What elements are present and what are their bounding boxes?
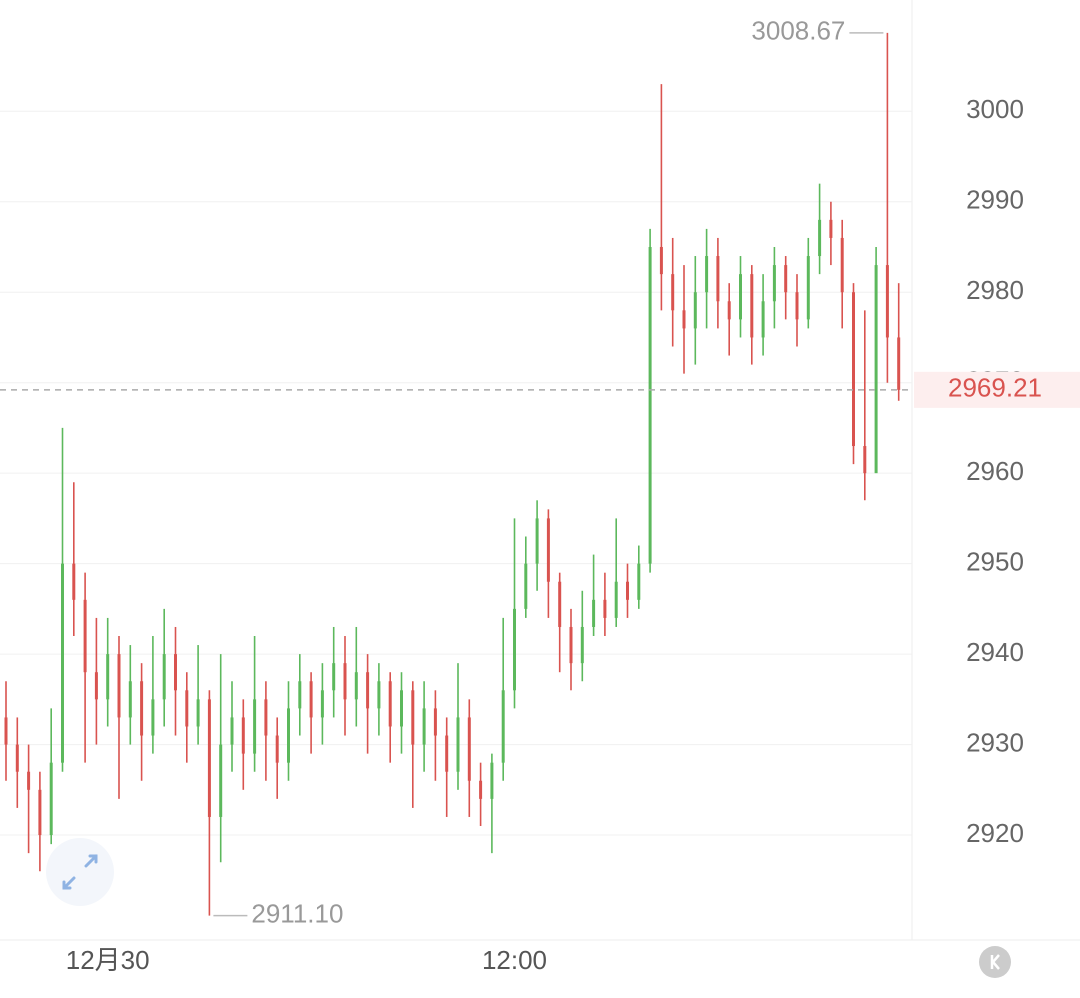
candle-body [840, 237, 844, 293]
candle-body [682, 310, 686, 329]
candle-body [829, 219, 833, 238]
candle-body [524, 563, 528, 609]
candle-body [569, 626, 573, 664]
candle-body [15, 744, 19, 772]
candle-body [38, 789, 42, 836]
candle-body [128, 681, 132, 718]
candle-body [513, 608, 516, 691]
candle-body [885, 265, 889, 338]
y-tick-label: 2930 [966, 727, 1024, 757]
candle-body [309, 681, 313, 718]
candle-body [185, 690, 189, 727]
candle-body [772, 265, 776, 302]
candle-body [558, 581, 562, 627]
x-tick-label: 12月30 [66, 945, 150, 975]
candle-body [4, 717, 8, 745]
candle-body [456, 717, 460, 772]
y-tick-label: 2980 [966, 275, 1024, 305]
candle-body [422, 708, 426, 745]
candle-body [61, 563, 64, 763]
candle-body [863, 446, 867, 474]
collapse-button[interactable] [979, 946, 1011, 978]
y-tick-label: 3000 [966, 94, 1024, 124]
candle-body [196, 699, 200, 727]
candle-body [219, 744, 223, 817]
candle-body [671, 274, 675, 311]
candle-body [479, 780, 483, 799]
candle-body [298, 681, 302, 709]
candle-body [264, 699, 268, 736]
candle-body [693, 292, 697, 329]
candle-body [343, 663, 347, 700]
y-tick-label: 2920 [966, 818, 1024, 848]
y-tick-label: 2960 [966, 456, 1024, 486]
high-label: 3008.67 [751, 16, 845, 46]
candle-body [818, 219, 822, 257]
candle-body [174, 654, 177, 691]
candle-body [795, 292, 799, 320]
candle-body [750, 274, 754, 338]
candle-body [727, 301, 731, 320]
candle-body [716, 256, 720, 302]
candle-body [94, 672, 98, 700]
candle-body [614, 581, 618, 618]
last-price-label: 2969.21 [948, 373, 1042, 403]
candle-body [253, 699, 257, 754]
candle-body [659, 246, 663, 275]
candle-body [445, 735, 449, 772]
candle-body [241, 717, 245, 754]
candle-body [580, 626, 584, 664]
candle-body [806, 256, 810, 320]
candle-body [207, 699, 211, 817]
candle-body [332, 663, 336, 691]
candle-body [501, 690, 505, 763]
candle-body [354, 672, 358, 700]
candle-body [467, 717, 471, 781]
candle-body [230, 717, 234, 745]
candle-body [433, 708, 437, 736]
candle-body [897, 337, 901, 390]
candle-body [739, 274, 742, 320]
candle-body [366, 672, 370, 709]
candle-body [83, 599, 87, 673]
candle-body [162, 654, 166, 700]
candle-body [852, 292, 855, 447]
candle-body [49, 762, 53, 836]
candle-body [705, 256, 709, 293]
candle-body [490, 762, 494, 799]
candle-body [151, 699, 155, 736]
candle-body [117, 654, 121, 718]
candle-body [106, 654, 110, 700]
candle-body [72, 563, 76, 600]
candle-body [784, 265, 788, 293]
y-tick-label: 2940 [966, 637, 1024, 667]
candle-body [287, 708, 290, 763]
candle-body [546, 518, 550, 582]
candle-body [592, 599, 596, 627]
y-tick-label: 2990 [966, 185, 1024, 215]
candle-body [626, 581, 629, 600]
candle-body [535, 518, 539, 564]
candle-body [603, 599, 607, 618]
y-tick-label: 2950 [966, 547, 1024, 577]
candle-body [400, 690, 403, 727]
last-price-box [914, 371, 1080, 408]
candle-body [761, 301, 765, 338]
candle-body [140, 681, 144, 736]
candle-body [411, 690, 415, 745]
low-label: 2911.10 [251, 898, 343, 928]
candle-body [637, 563, 641, 600]
candle-body [388, 681, 392, 727]
candle-body [275, 735, 279, 763]
candle-body [648, 246, 652, 564]
candle-body [27, 771, 31, 790]
x-tick-label: 12:00 [482, 945, 547, 975]
candle-body [320, 690, 324, 718]
candle-body [874, 265, 878, 474]
expand-button[interactable] [46, 838, 114, 906]
candle-body [377, 681, 381, 709]
